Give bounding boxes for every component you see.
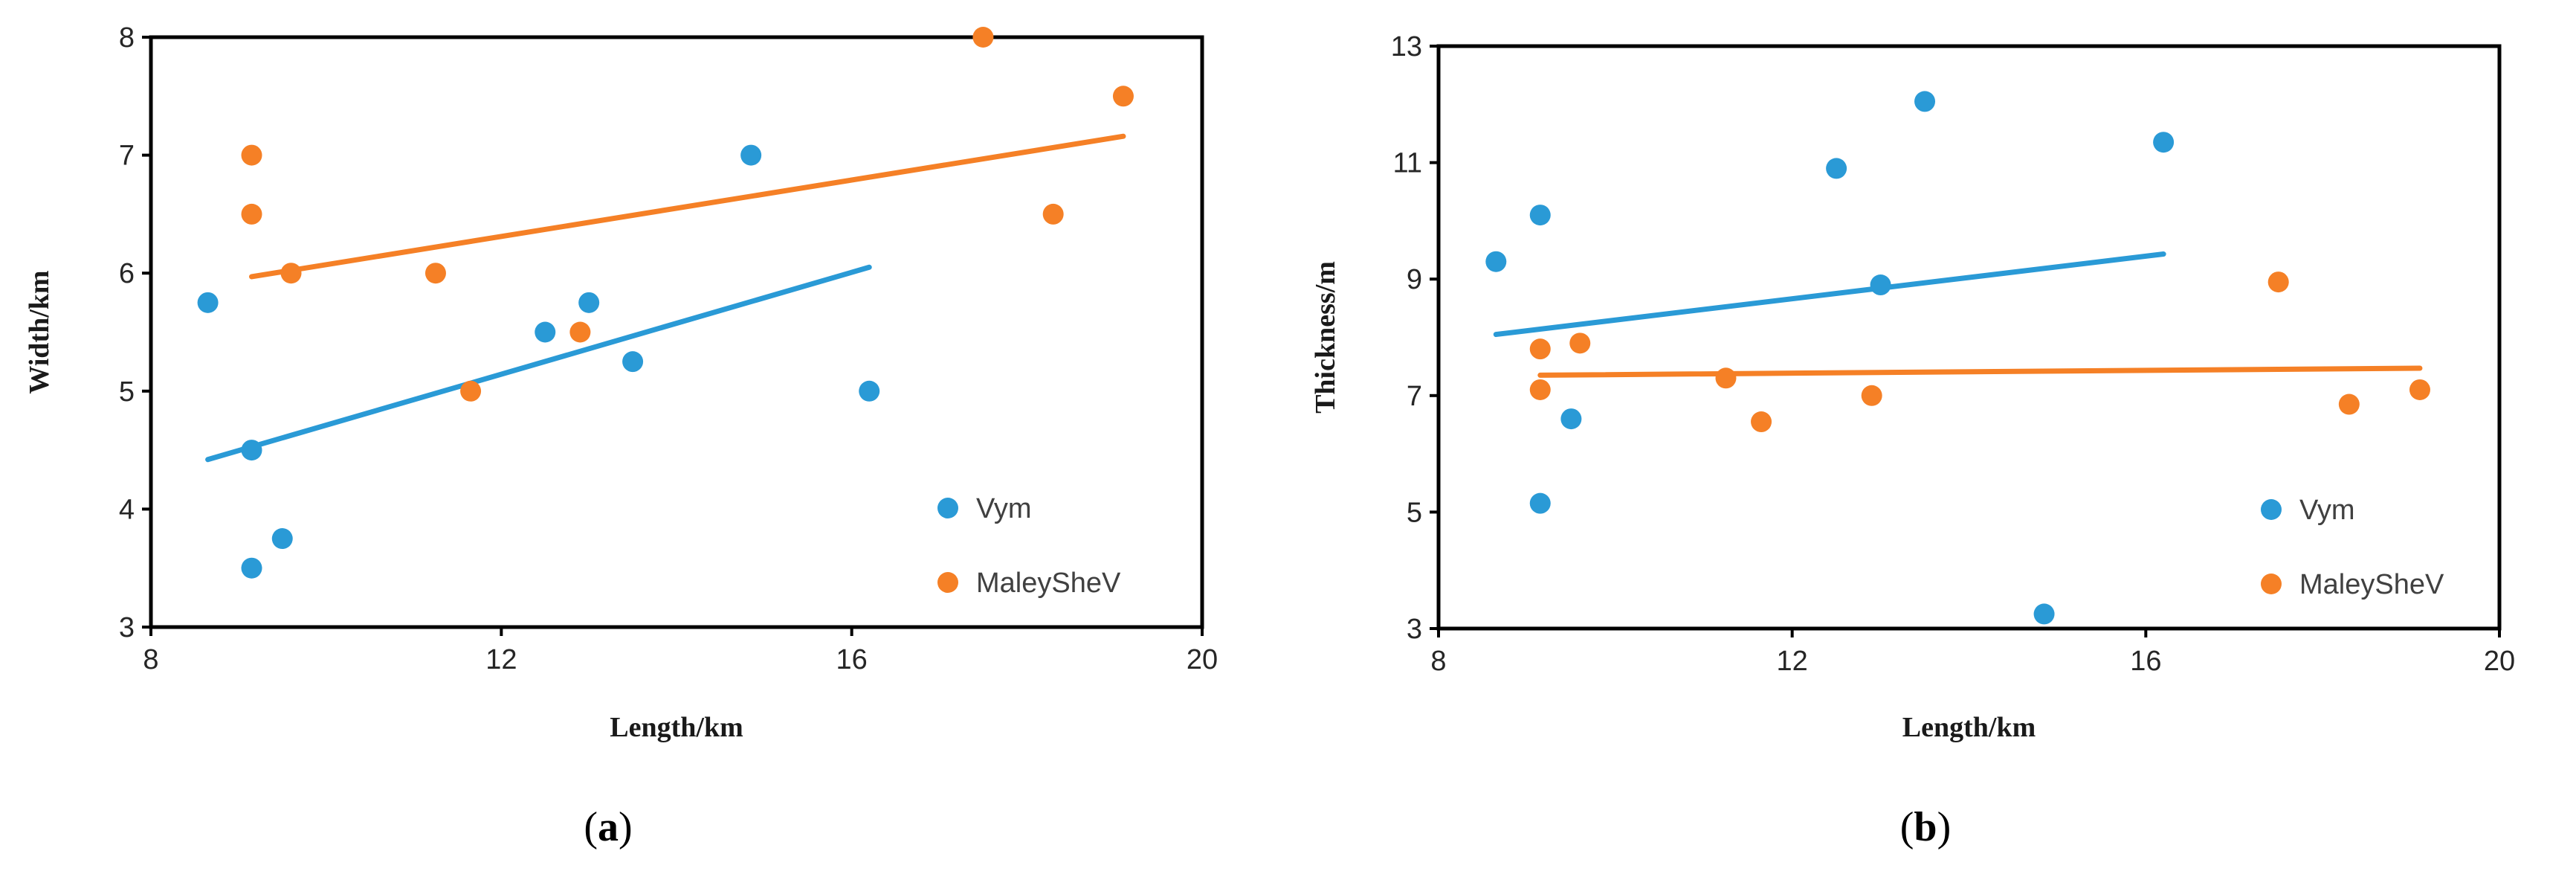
y-tick-label-8: 8 [119,22,135,54]
y-tick-label-5: 5 [1407,497,1422,528]
y-tick-label-9: 9 [1407,264,1422,295]
data-point-maleyshev-9 [1112,86,1134,107]
legend-marker-vym [2261,499,2282,520]
data-point-vym-1 [197,292,219,313]
plot-area-frame [149,35,1204,629]
x-axis-title: Length/km [610,712,743,743]
data-point-maleyshev-3 [1569,333,1591,354]
x-axis-title: Length/km [1902,712,2036,743]
y-axis-title: Thickness/m [1310,261,1341,414]
trendline-maleyshev [1537,365,2423,378]
y-tick-label-11: 11 [1393,148,1422,179]
x-tick-label-8: 8 [143,644,158,675]
data-point-vym-7 [622,351,644,373]
data-point-maleyshev-4 [1715,367,1737,389]
x-tick-label-20: 20 [2484,646,2515,677]
data-point-vym-3 [241,557,262,579]
legend-marker-maleyshev [937,572,958,593]
data-point-maleyshev-5 [1751,411,1772,433]
data-point-vym-9 [859,380,880,402]
data-point-vym-8 [740,144,762,166]
data-point-vym-5 [535,321,556,343]
data-point-maleyshev-1 [1529,338,1551,360]
y-tick-label-7: 7 [1407,381,1422,412]
data-point-maleyshev-4 [425,263,446,284]
trendline-vym [205,264,872,463]
data-point-maleyshev-2 [241,203,262,225]
legend-label-vym: Vym [2299,495,2355,526]
panel-caption-a: (a) [584,804,632,850]
data-point-vym-7 [1914,91,1936,112]
y-tick-label-13: 13 [1391,31,1422,62]
data-point-maleyshev-5 [460,380,482,402]
data-point-maleyshev-7 [2267,272,2289,293]
x-tick-label-8: 8 [1430,646,1446,677]
x-tick-label-16: 16 [836,644,868,675]
data-point-vym-6 [578,292,600,313]
data-point-maleyshev-8 [2338,393,2360,415]
data-point-vym-4 [271,528,293,550]
y-tick-label-6: 6 [119,258,135,289]
y-tick-label-3: 3 [1407,614,1422,645]
y-tick-label-5: 5 [119,376,135,408]
data-point-maleyshev-7 [972,27,994,48]
legend-label-maleyshev: MaleySheV [976,568,1121,599]
y-tick-label-3: 3 [119,612,135,643]
y-tick-label-4: 4 [119,494,135,525]
panel-caption-b: (b) [1900,804,1951,850]
plot-area-frame [1436,44,2502,631]
x-tick-label-20: 20 [1187,644,1218,675]
legend-marker-vym [937,498,958,518]
data-point-maleyshev-6 [1861,385,1882,406]
x-tick-label-12: 12 [485,644,517,675]
legend-label-maleyshev: MaleySheV [2299,569,2444,600]
trendline-vym [1493,251,2166,338]
data-point-vym-8 [2033,603,2055,625]
legend-marker-maleyshev [2261,574,2282,594]
data-point-vym-1 [1485,251,1507,272]
data-point-vym-4 [1560,408,1582,430]
trendline-maleyshev [249,133,1126,280]
y-tick-label-7: 7 [119,141,135,172]
chart-panel-a: 8 12 16 20 3 4 5 6 7 8 Length/km Width/km Vym MaleySh… [24,22,1218,850]
data-point-vym-6 [1870,274,1891,296]
data-point-vym-2 [241,440,262,461]
data-point-maleyshev-1 [241,144,262,166]
data-point-vym-3 [1529,492,1551,514]
chart-panel-b: 8 12 16 20 3 5 7 9 11 13 Length/km Thickness/m Vym Ma… [1310,31,2515,850]
data-point-maleyshev-2 [1529,379,1551,400]
data-point-vym-2 [1529,205,1551,226]
data-point-maleyshev-9 [2409,379,2430,400]
data-point-maleyshev-8 [1042,203,1064,225]
data-point-maleyshev-3 [280,263,302,284]
data-point-vym-5 [1826,158,1847,179]
x-tick-label-12: 12 [1777,646,1808,677]
y-axis-title: Width/km [24,270,55,393]
legend-label-vym: Vym [976,493,1032,524]
data-point-vym-9 [2153,132,2175,153]
x-tick-label-16: 16 [2130,646,2161,677]
data-point-maleyshev-6 [569,321,591,343]
